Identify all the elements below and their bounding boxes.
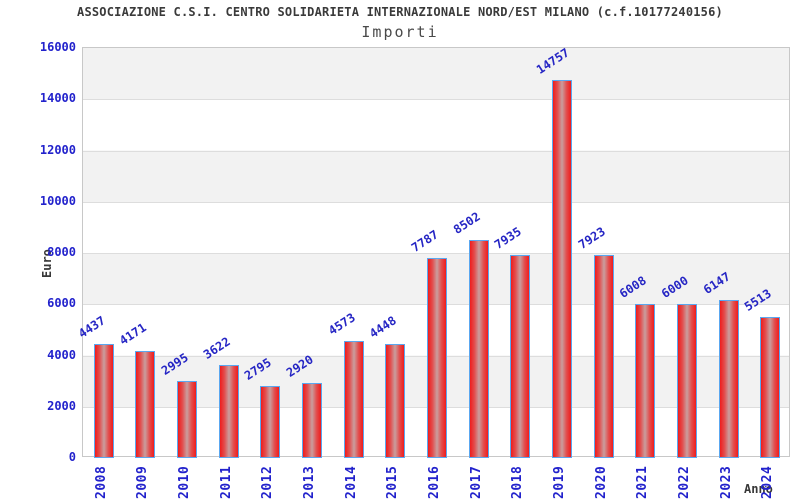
x-tick-label: 2022 [676,465,692,499]
x-tick-label: 2009 [135,465,151,499]
bar-value-label: 7935 [492,224,525,252]
gridline [83,201,789,203]
bar-value-label: 3622 [200,334,233,363]
bar-value-label: 4573 [325,310,358,338]
x-tick-label: 2008 [93,465,109,499]
x-tick-label: 2019 [551,465,567,499]
bar-2015 [385,344,406,458]
y-tick-label: 0 [68,450,76,464]
bar-2012 [260,386,281,458]
y-tick-label: 14000 [39,91,76,106]
bar-2024 [760,316,781,458]
bar-value-label: 8502 [450,209,483,237]
bar-2019 [551,79,572,458]
bar-2016 [427,258,447,458]
x-tick-label: 2017 [468,465,484,499]
bar-2010 [177,381,198,458]
x-tick-label: 2023 [718,465,734,499]
y-tick-label: 8000 [47,245,76,259]
bar-2020 [593,254,614,458]
gridline [83,150,789,152]
x-tick-label: 2012 [260,465,276,499]
bar-value-label: 4448 [367,313,400,341]
bar-2023 [718,300,739,458]
bar-2011 [218,365,239,458]
y-tick-label: 10000 [39,193,76,208]
bar-value-label: 4437 [75,313,108,342]
gridline [83,253,789,254]
bar-value-label: 7923 [575,224,608,252]
bar-value-label: 6008 [617,273,650,301]
bar-2014 [343,340,364,458]
x-tick-label: 2016 [427,465,442,499]
chart-title: ASSOCIAZIONE C.S.I. CENTRO SOLIDARIETA I… [77,5,723,19]
bar-value-label: 7787 [408,227,441,256]
bar-value-label: 6000 [658,273,691,302]
x-tick-label: 2015 [385,465,401,499]
bar-2018 [510,254,531,458]
y-tick-label: 2000 [47,398,76,413]
bar-value-label: 14757 [533,45,572,77]
bar-value-label: 2920 [283,352,316,381]
bar-value-label: 6147 [700,269,733,298]
x-tick-label: 2018 [510,465,526,499]
gridline [83,99,789,101]
y-tick-label: 4000 [47,347,76,362]
bar-value-label: 4171 [117,320,150,348]
bar-2008 [93,344,114,458]
x-tick-label: 2013 [302,465,318,499]
x-axis-title: Anno [744,482,773,496]
bar-2021 [635,304,656,458]
bar-value-label: 5513 [742,286,774,314]
x-tick-label: 2014 [343,465,359,499]
y-tick-label: 16000 [39,40,76,54]
x-tick-label: 2020 [593,465,609,499]
x-tick-label: 2010 [177,465,193,499]
bar-2013 [302,383,323,458]
x-tick-label: 2011 [218,465,234,499]
y-tick-label: 12000 [39,142,76,157]
bar-2017 [468,240,489,458]
plot-area: 4437 4171 2995 3622 2795 2920 4573 4448 7787 8502… [76,45,790,458]
bar-value-label: 2795 [242,355,275,384]
x-tick-label: 2024 [760,465,776,499]
bar-2009 [135,351,156,458]
chart-subtitle: Importi [361,23,439,41]
y-tick-label: 6000 [47,296,76,311]
bar-2022 [676,304,697,458]
x-tick-label: 2021 [635,465,651,499]
